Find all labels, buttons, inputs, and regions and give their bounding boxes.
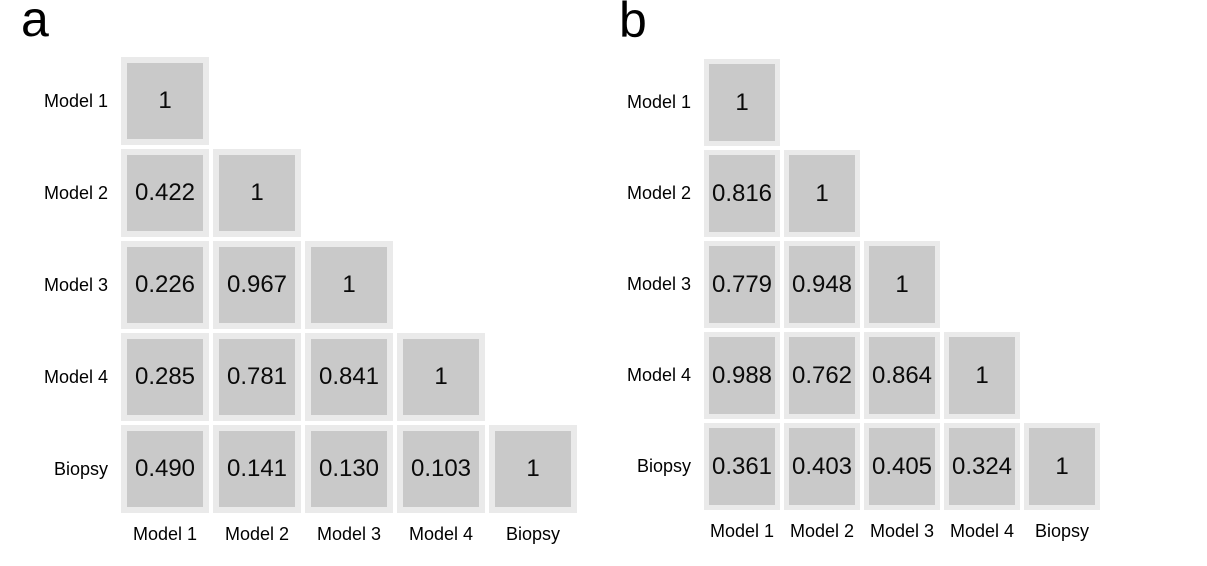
matrix-cell-value: 0.130	[311, 431, 387, 507]
matrix-cell: 0.422	[121, 149, 209, 237]
col-label-biopsy: Biopsy	[1034, 521, 1090, 541]
matrix-cell-value: 0.361	[709, 428, 775, 505]
matrix-cell-value: 1	[1029, 428, 1095, 505]
row-label-model-2: Model 2	[626, 183, 691, 203]
matrix-cell-value: 0.841	[311, 339, 387, 415]
matrix-cell: 0.841	[305, 333, 393, 421]
matrix-cell: 0.948	[784, 241, 860, 328]
matrix-cell: 0.816	[704, 150, 780, 237]
row-label-model-1: Model 1	[626, 92, 691, 112]
correlation-matrix-b: Model 1 Model 2 Model 3 Model 4 Biopsy 1…	[622, 59, 1100, 558]
matrix-cell-value: 0.948	[789, 246, 855, 323]
correlation-matrix-a: Model 1 Model 2 Model 3 Model 4 Biopsy 1…	[27, 57, 577, 561]
panel-a-letter: a	[21, 0, 49, 47]
matrix-cell: 1	[213, 149, 301, 237]
row-label-model-4: Model 4	[626, 365, 691, 385]
matrix-cell-value: 1	[219, 155, 295, 231]
col-label-model-3: Model 3	[869, 521, 935, 541]
col-label-model-3: Model 3	[316, 524, 382, 544]
matrix-cell: 1	[704, 59, 780, 146]
matrix-cell-value: 1	[403, 339, 479, 415]
row-label-model-3: Model 3	[43, 274, 108, 295]
panel-b-letter: b	[619, 0, 647, 48]
matrix-cell: 0.130	[305, 425, 393, 513]
row-label-model-1: Model 1	[43, 90, 108, 111]
matrix-cell-value: 0.141	[219, 431, 295, 507]
col-label-model-4: Model 4	[408, 524, 474, 544]
matrix-cell-value: 0.403	[789, 428, 855, 505]
matrix-cell: 0.779	[704, 241, 780, 328]
matrix-cell-value: 0.816	[709, 155, 775, 232]
col-label-biopsy: Biopsy	[505, 524, 561, 544]
matrix-cell-value: 0.285	[127, 339, 203, 415]
col-label-model-1: Model 1	[132, 524, 198, 544]
matrix-cell: 0.285	[121, 333, 209, 421]
matrix-cell: 0.762	[784, 332, 860, 419]
matrix-cell: 0.403	[784, 423, 860, 510]
matrix-cell-value: 0.405	[869, 428, 935, 505]
matrix-cell: 1	[121, 57, 209, 145]
matrix-cell: 0.864	[864, 332, 940, 419]
matrix-cell-value: 0.422	[127, 155, 203, 231]
matrix-cell: 0.967	[213, 241, 301, 329]
matrix-cell-value: 0.490	[127, 431, 203, 507]
matrix-cell: 0.324	[944, 423, 1020, 510]
row-label-model-3: Model 3	[626, 274, 691, 294]
matrix-cell-value: 1	[311, 247, 387, 323]
col-label-model-4: Model 4	[949, 521, 1015, 541]
row-label-model-2: Model 2	[43, 182, 108, 203]
matrix-cell: 0.405	[864, 423, 940, 510]
col-label-model-2: Model 2	[789, 521, 855, 541]
row-label-biopsy: Biopsy	[636, 456, 691, 476]
matrix-cell-value: 0.988	[709, 337, 775, 414]
matrix-cell-value: 0.103	[403, 431, 479, 507]
matrix-cell: 0.988	[704, 332, 780, 419]
matrix-cell: 0.490	[121, 425, 209, 513]
matrix-cell: 0.103	[397, 425, 485, 513]
row-label-biopsy: Biopsy	[53, 458, 108, 479]
matrix-cell: 1	[397, 333, 485, 421]
matrix-cell-value: 0.781	[219, 339, 295, 415]
matrix-cell-value: 1	[709, 64, 775, 141]
matrix-cell: 0.781	[213, 333, 301, 421]
matrix-cell-value: 0.779	[709, 246, 775, 323]
matrix-cell-value: 0.324	[949, 428, 1015, 505]
matrix-cell: 1	[944, 332, 1020, 419]
matrix-cell-value: 1	[949, 337, 1015, 414]
matrix-cell: 0.361	[704, 423, 780, 510]
matrix-cell: 1	[784, 150, 860, 237]
col-label-model-1: Model 1	[709, 521, 775, 541]
matrix-cell-value: 1	[127, 63, 203, 139]
col-label-model-2: Model 2	[224, 524, 290, 544]
matrix-cell-value: 0.762	[789, 337, 855, 414]
row-label-model-4: Model 4	[43, 366, 108, 387]
matrix-cell-value: 1	[495, 431, 571, 507]
matrix-cell: 1	[489, 425, 577, 513]
matrix-cell: 1	[305, 241, 393, 329]
matrix-cell: 1	[1024, 423, 1100, 510]
matrix-cell-value: 0.864	[869, 337, 935, 414]
matrix-cell: 0.226	[121, 241, 209, 329]
matrix-cell-value: 1	[789, 155, 855, 232]
matrix-cell-value: 1	[869, 246, 935, 323]
matrix-cell: 0.141	[213, 425, 301, 513]
matrix-cell-value: 0.967	[219, 247, 295, 323]
matrix-cell: 1	[864, 241, 940, 328]
matrix-cell-value: 0.226	[127, 247, 203, 323]
